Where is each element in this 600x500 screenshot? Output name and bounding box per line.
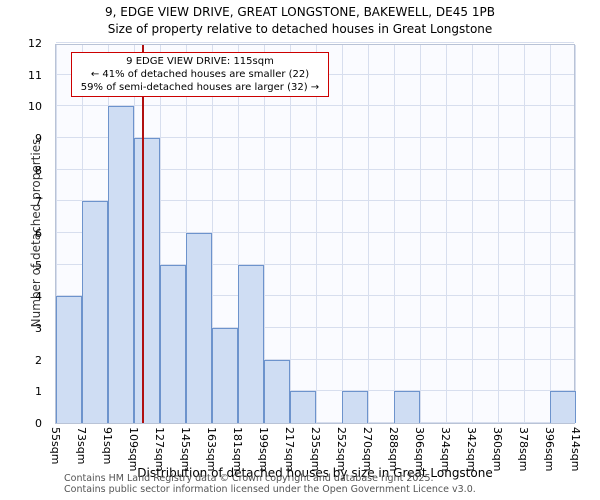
histogram-bar (108, 106, 134, 423)
gridline-vertical (160, 45, 161, 423)
histogram-bar (290, 391, 316, 423)
y-tick-label: 7 (35, 195, 42, 209)
gridline-horizontal (56, 390, 574, 392)
gridline-vertical (290, 45, 291, 423)
annotation-line-3: 59% of semi-detached houses are larger (… (80, 82, 320, 93)
gridline-vertical (264, 45, 265, 423)
x-tick-label: 199sqm (257, 427, 270, 472)
y-tick-label: 12 (28, 37, 42, 50)
footer-line-1: Contains HM Land Registry data © Crown c… (64, 473, 434, 484)
x-tick-label: 378sqm (517, 427, 530, 472)
x-tick-label: 55sqm (49, 427, 62, 465)
gridline-vertical (550, 45, 551, 423)
gridline-horizontal (56, 42, 574, 43)
x-tick-label: 360sqm (491, 427, 504, 472)
histogram-bar (342, 391, 368, 423)
x-tick-label: 145sqm (179, 427, 192, 472)
gridline-vertical (394, 45, 395, 423)
gridline-vertical (342, 45, 343, 423)
y-tick-label: 1 (35, 385, 42, 399)
x-tick-label: 109sqm (127, 427, 140, 472)
y-tick-label: 5 (35, 258, 42, 272)
gridline-vertical (368, 45, 369, 423)
y-tick-label: 3 (35, 322, 42, 335)
chart-subtitle: Size of property relative to detached ho… (107, 22, 493, 36)
gridline-vertical (446, 45, 447, 423)
gridline-horizontal (56, 295, 574, 297)
y-tick-label: 9 (35, 132, 42, 145)
gridline-horizontal (56, 105, 574, 107)
y-tick-label: 4 (35, 290, 42, 304)
x-tick-label: 235sqm (309, 427, 322, 472)
histogram-bar (550, 391, 576, 423)
histogram-bar (134, 138, 160, 423)
gridline-vertical (524, 45, 525, 423)
gridline-vertical (316, 45, 317, 423)
histogram-bar (264, 359, 290, 423)
gridline-vertical (575, 45, 576, 423)
y-tick-label: 8 (35, 163, 42, 177)
gridline-vertical (420, 45, 421, 423)
gridline-vertical (212, 45, 213, 423)
y-axis-ticks: 0 1 2 3 4 5 6 7 8 9 10 11 12 (0, 38, 50, 430)
x-axis-label: Distribution of detached houses by size … (137, 466, 493, 480)
x-tick-label: 127sqm (153, 427, 166, 472)
histogram-bar (238, 264, 264, 423)
x-tick-label: 252sqm (335, 427, 348, 472)
gridline-vertical (238, 45, 239, 423)
histogram-bar (160, 264, 186, 423)
histogram-bar (82, 201, 108, 423)
footer-line-2: Contains public sector information licen… (64, 483, 476, 495)
x-tick-label: 324sqm (439, 427, 452, 472)
y-tick-label: 2 (35, 353, 42, 367)
annotation-line-2: ← 41% of detached houses are smaller (22… (90, 69, 310, 80)
x-tick-label: 181sqm (231, 427, 244, 472)
x-tick-label: 288sqm (387, 427, 400, 472)
gridline-horizontal (56, 327, 574, 328)
x-tick-label: 396sqm (543, 427, 556, 472)
histogram-bar (186, 233, 212, 423)
gridline-horizontal (56, 358, 574, 360)
chart-title: 9, EDGE VIEW DRIVE, GREAT LONGSTONE, BAK… (105, 5, 495, 19)
x-tick-label: 163sqm (205, 427, 218, 472)
gridline-horizontal (56, 263, 574, 265)
histogram-bar (212, 328, 238, 423)
y-tick-label: 6 (35, 227, 42, 240)
gridline-vertical (498, 45, 499, 423)
histogram-bar (394, 391, 420, 423)
property-marker-line (141, 45, 144, 423)
gridline-vertical (56, 45, 57, 423)
y-tick-label: 10 (28, 100, 42, 114)
gridline-horizontal (56, 168, 574, 170)
x-tick-label: 217sqm (283, 427, 296, 472)
annotation-box: 9 EDGE VIEW DRIVE: 115sqm ← 41% of detac… (71, 52, 329, 97)
x-tick-label: 414sqm (569, 427, 582, 472)
x-axis-ticks: 55sqm 73sqm 91sqm 109sqm 127sqm 145sqm 163sqm 1… (49, 424, 585, 472)
gridline-horizontal (56, 200, 574, 202)
x-tick-label: 91sqm (101, 427, 114, 465)
footer: Contains HM Land Registry data © Crown c… (64, 473, 594, 495)
y-tick-label: 11 (28, 68, 42, 82)
x-tick-label: 73sqm (75, 427, 88, 465)
histogram-bar (56, 296, 82, 423)
y-tick-label: 0 (35, 417, 42, 430)
gridline-horizontal (56, 232, 574, 233)
x-tick-label: 306sqm (413, 427, 426, 472)
x-tick-label: 270sqm (361, 427, 374, 472)
gridline-horizontal (56, 137, 574, 138)
plot-area: 9 EDGE VIEW DRIVE: 115sqm ← 41% of detac… (55, 42, 576, 424)
x-tick-label: 342sqm (465, 427, 478, 472)
gridline-vertical (472, 45, 473, 423)
annotation-line-1: 9 EDGE VIEW DRIVE: 115sqm (126, 56, 274, 67)
